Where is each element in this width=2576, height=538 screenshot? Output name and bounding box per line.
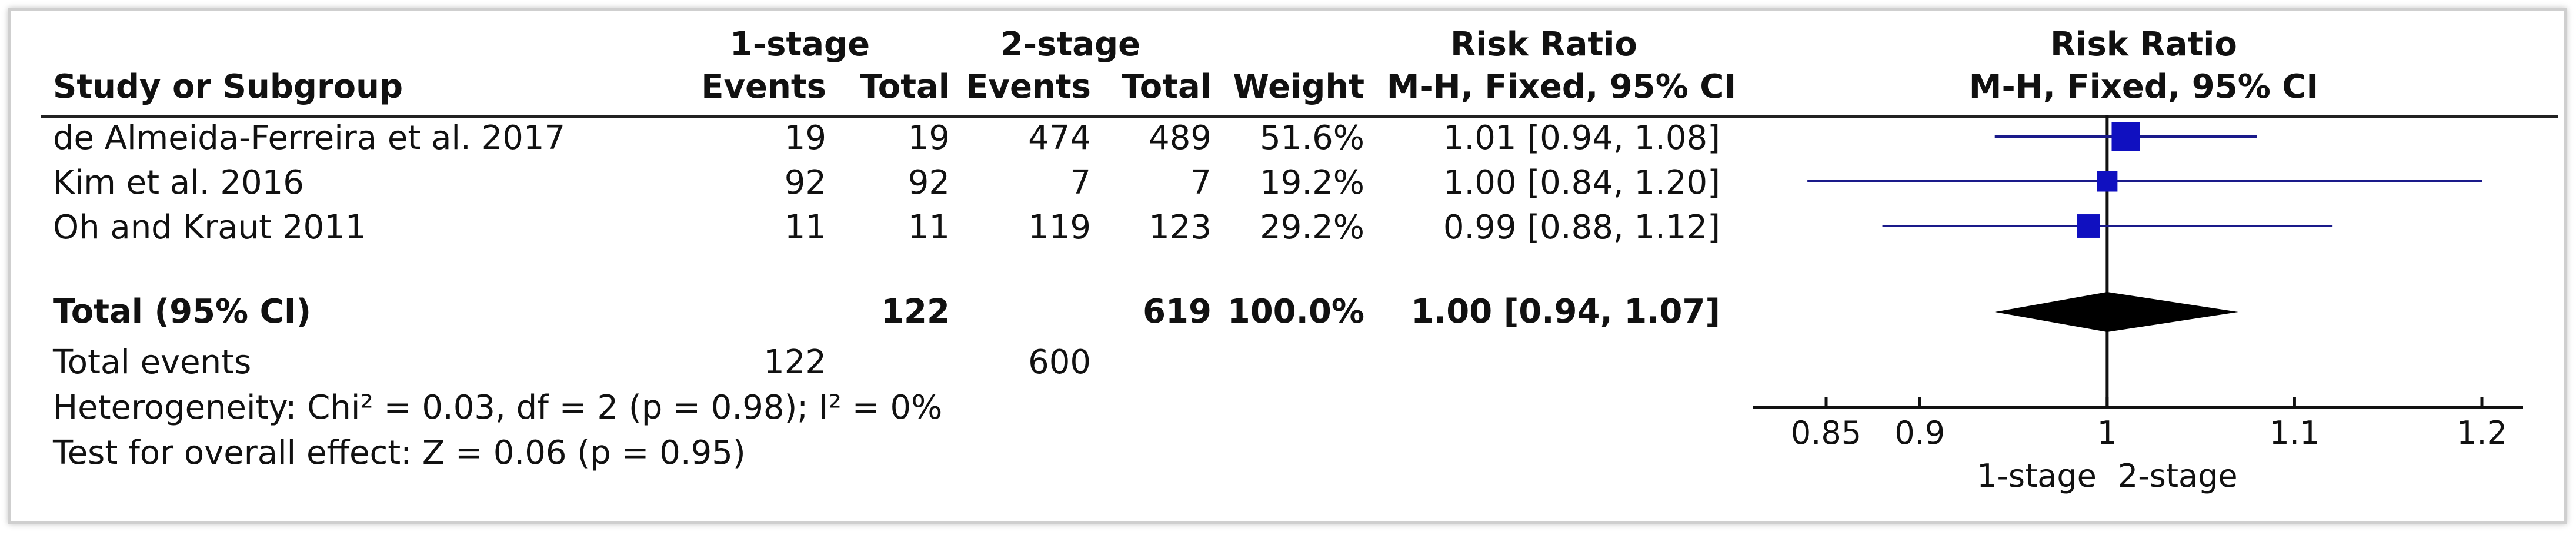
favours-right-label: 2-stage	[2118, 457, 2238, 494]
total1-value: 92	[907, 164, 950, 202]
events1-value: 11	[784, 208, 826, 247]
total1-value: 11	[907, 208, 950, 247]
group1-header: 1-stage	[729, 25, 870, 64]
study-name: Oh and Kraut 2011	[53, 208, 366, 247]
events2-value: 474	[1028, 119, 1091, 157]
weight-value: 29.2%	[1260, 208, 1364, 247]
weight-value: 51.6%	[1260, 119, 1364, 157]
total2-sum: 619	[1143, 293, 1212, 331]
plot-method-header: M-H, Fixed, 95% CI	[1968, 68, 2319, 106]
total-events-label: Total events	[53, 343, 252, 381]
weight-header: Weight	[1233, 68, 1364, 106]
total2-value: 123	[1149, 208, 1212, 247]
study-column-header: Study or Subgroup	[53, 68, 403, 106]
header-rule	[41, 115, 2558, 118]
total1-sum: 122	[881, 293, 950, 331]
risk-ratio-method-header: M-H, Fixed, 95% CI	[1386, 68, 1737, 106]
pooled-diamond	[1994, 292, 2238, 332]
total2-header: Total	[1122, 68, 1212, 106]
x-tick-label: 1.2	[2457, 414, 2507, 451]
x-tick-label: 0.9	[1894, 414, 1945, 451]
total-label: Total (95% CI)	[53, 293, 312, 331]
events1-header: Events	[701, 68, 826, 106]
study-square-marker	[2111, 122, 2140, 151]
overall-effect-test: Test for overall effect: Z = 0.06 (p = 0…	[53, 434, 746, 472]
total-events2: 600	[1028, 343, 1091, 381]
risk-ratio-ci: 1.00 [0.84, 1.20]	[1443, 164, 1720, 202]
plot-title: Risk Ratio	[2050, 25, 2237, 64]
risk-ratio-header: Risk Ratio	[1450, 25, 1637, 64]
x-tick-label: 1	[2097, 414, 2117, 451]
pooled-risk-ratio-ci: 1.00 [0.94, 1.07]	[1411, 293, 1720, 331]
study-name: Kim et al. 2016	[53, 164, 304, 202]
events1-value: 92	[784, 164, 826, 202]
x-tick-label: 0.85	[1791, 414, 1861, 451]
risk-ratio-ci: 1.01 [0.94, 1.08]	[1443, 119, 1720, 157]
total-events1: 122	[763, 343, 826, 381]
study-square-marker	[2097, 171, 2118, 192]
events2-value: 7	[1070, 164, 1091, 202]
total1-header: Total	[860, 68, 950, 106]
forest-plot-frame	[8, 8, 2567, 524]
group2-header: 2-stage	[1000, 25, 1141, 64]
study-name: de Almeida-Ferreira et al. 2017	[53, 119, 566, 157]
total-weight: 100.0%	[1227, 293, 1364, 331]
total2-value: 489	[1149, 119, 1212, 157]
total1-value: 19	[907, 119, 950, 157]
events1-value: 19	[784, 119, 826, 157]
weight-value: 19.2%	[1260, 164, 1364, 202]
study-square-marker	[2077, 214, 2100, 238]
heterogeneity-stats: Heterogeneity: Chi² = 0.03, df = 2 (p = …	[53, 388, 943, 427]
events2-value: 119	[1028, 208, 1091, 247]
favours-left-label: 1-stage	[1977, 457, 2097, 494]
events2-header: Events	[966, 68, 1091, 106]
total2-value: 7	[1190, 164, 1212, 202]
x-tick-label: 1.1	[2269, 414, 2320, 451]
risk-ratio-ci: 0.99 [0.88, 1.12]	[1443, 208, 1720, 247]
